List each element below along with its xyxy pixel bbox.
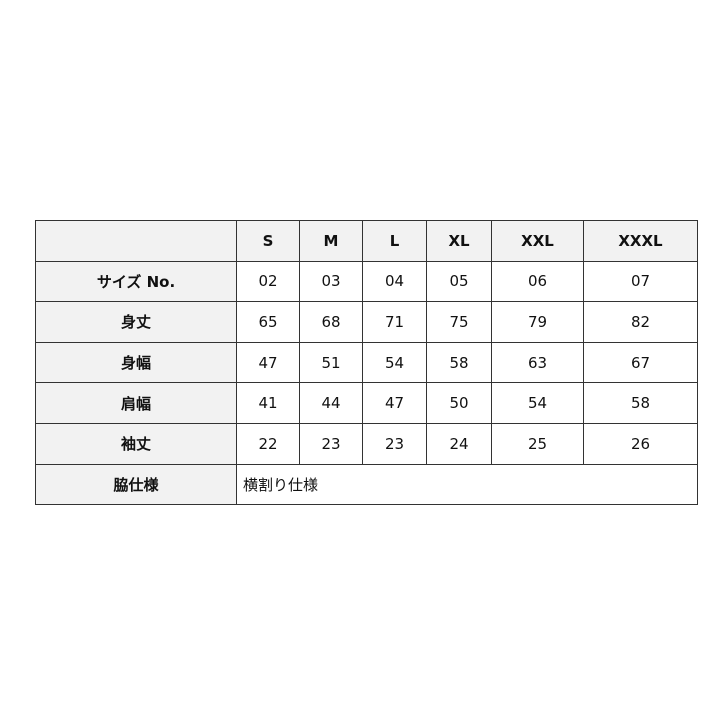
table-row: 袖丈 22 23 23 24 25 26 xyxy=(35,422,698,465)
size-header: XL xyxy=(426,220,492,262)
size-chart-table: S M L XL XXL XXXL サイズ No. 02 03 04 05 06 07 身丈 6… xyxy=(35,220,698,506)
table-cell: 04 xyxy=(362,260,427,303)
side-spec-value: 横割り仕様 xyxy=(236,463,698,506)
table-row: 肩幅 41 44 47 50 54 58 xyxy=(35,382,698,424)
table-cell: 68 xyxy=(299,301,363,343)
table-cell: 67 xyxy=(583,341,698,384)
table-cell: 79 xyxy=(491,301,584,343)
size-header: XXXL xyxy=(583,220,698,262)
table-cell: 75 xyxy=(426,301,492,343)
row-label: 肩幅 xyxy=(35,382,237,424)
corner-cell xyxy=(35,220,237,262)
row-label: サイズ No. xyxy=(35,260,237,303)
table-cell: 51 xyxy=(299,341,363,384)
table-cell: 25 xyxy=(491,422,584,465)
table-cell: 22 xyxy=(236,422,300,465)
table-cell: 63 xyxy=(491,341,584,384)
table-cell: 26 xyxy=(583,422,698,465)
table-cell: 02 xyxy=(236,260,300,303)
table-cell: 58 xyxy=(426,341,492,384)
table-row: サイズ No. 02 03 04 05 06 07 xyxy=(35,260,698,303)
table-row: 身丈 65 68 71 75 79 82 xyxy=(35,301,698,343)
row-label: 脇仕様 xyxy=(35,463,237,506)
table-cell: 47 xyxy=(236,341,300,384)
table-cell: 23 xyxy=(362,422,427,465)
row-label: 袖丈 xyxy=(35,422,237,465)
table-cell: 41 xyxy=(236,382,300,424)
table-cell: 47 xyxy=(362,382,427,424)
table-cell: 06 xyxy=(491,260,584,303)
table-cell: 54 xyxy=(362,341,427,384)
table-cell: 50 xyxy=(426,382,492,424)
table-cell: 54 xyxy=(491,382,584,424)
table-cell: 82 xyxy=(583,301,698,343)
table-cell: 07 xyxy=(583,260,698,303)
table-cell: 03 xyxy=(299,260,363,303)
table-row: 脇仕様 横割り仕様 xyxy=(35,463,698,506)
table-cell: 24 xyxy=(426,422,492,465)
table-cell: 23 xyxy=(299,422,363,465)
table-cell: 05 xyxy=(426,260,492,303)
size-header: XXL xyxy=(491,220,584,262)
table-row: 身幅 47 51 54 58 63 67 xyxy=(35,341,698,384)
size-header: S xyxy=(236,220,300,262)
row-label: 身丈 xyxy=(35,301,237,343)
row-label: 身幅 xyxy=(35,341,237,384)
table-cell: 65 xyxy=(236,301,300,343)
table-cell: 71 xyxy=(362,301,427,343)
table-cell: 44 xyxy=(299,382,363,424)
size-header: L xyxy=(362,220,427,262)
table-cell: 58 xyxy=(583,382,698,424)
header-row: S M L XL XXL XXXL xyxy=(35,220,698,262)
size-header: M xyxy=(299,220,363,262)
